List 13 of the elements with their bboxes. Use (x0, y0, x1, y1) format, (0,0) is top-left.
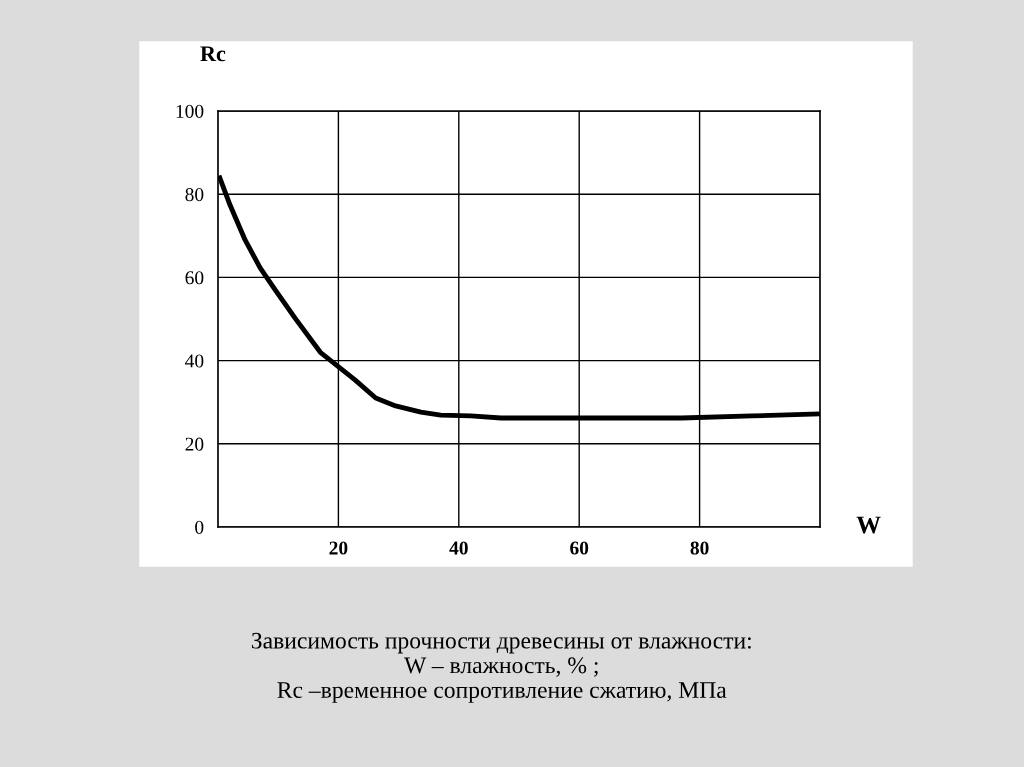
y-tick-label: 20 (185, 437, 204, 451)
y-tick-label: 60 (185, 271, 204, 285)
text: Зависимость прочности древесины от влажности: W – влажность, % ; Rc –временное сопротивление сжатию, МПа (251, 632, 751, 703)
x-tick-label: 20 (329, 541, 348, 555)
y-tick-label: 40 (185, 354, 204, 368)
y-tick-label: 100 (176, 104, 204, 118)
y-tick-label: 0 (195, 520, 204, 534)
y-axis-title: Rc (200, 46, 226, 62)
x-tick-label: 60 (570, 541, 589, 555)
y-tick-label: 80 (185, 188, 204, 202)
x-tick-label: 40 (449, 541, 468, 555)
x-axis-title: W (856, 516, 881, 534)
x-tick-label: 80 (690, 541, 709, 555)
